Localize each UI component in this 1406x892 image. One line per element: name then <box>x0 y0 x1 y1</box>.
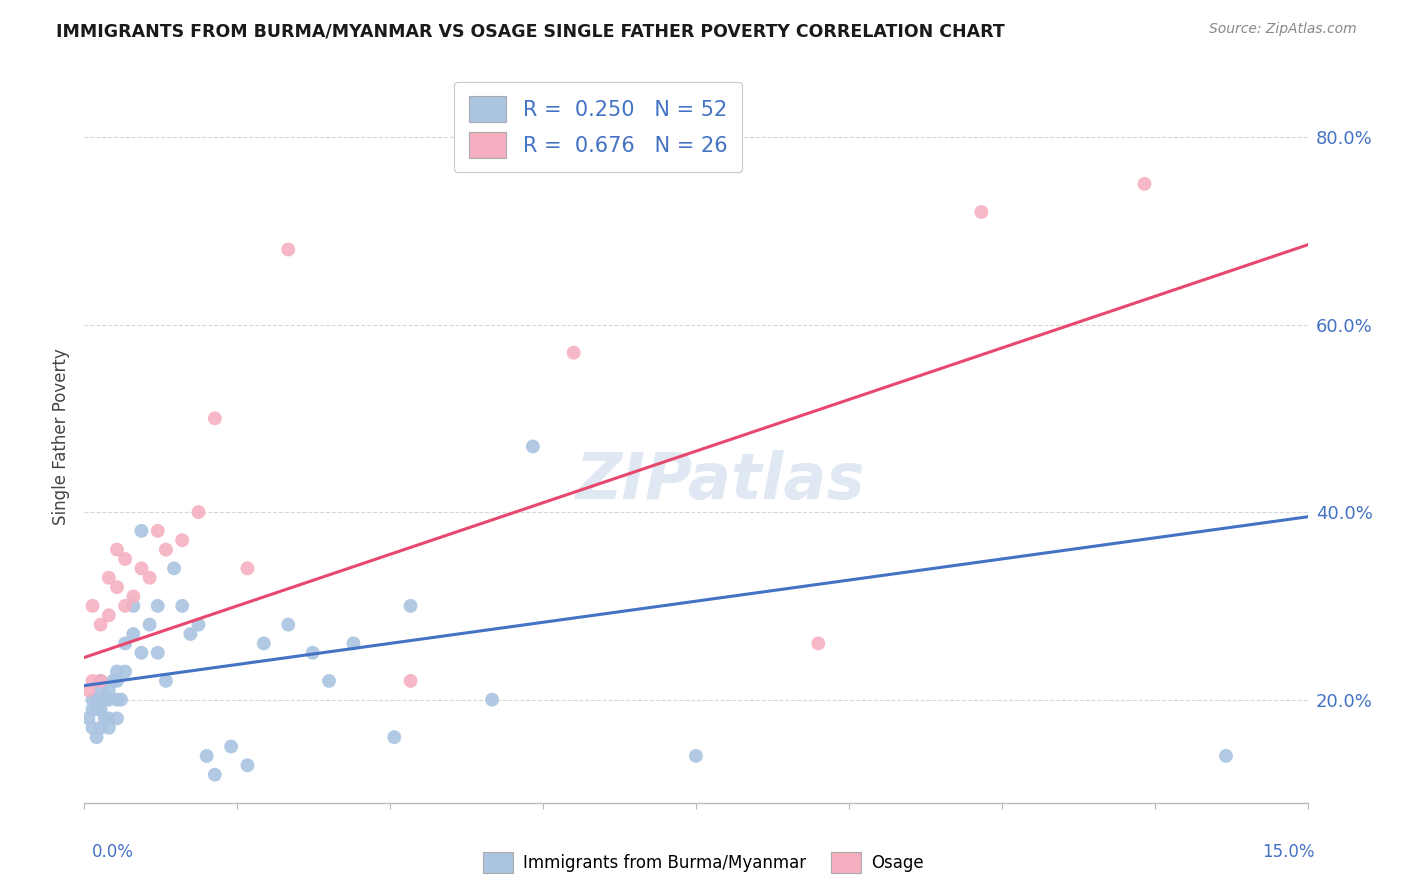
Point <box>187 617 209 632</box>
Point <box>82 599 104 613</box>
Point <box>77 711 100 725</box>
Point <box>685 748 707 763</box>
Point <box>90 721 112 735</box>
Point <box>204 411 226 425</box>
Point <box>522 440 544 454</box>
Text: Source: ZipAtlas.com: Source: ZipAtlas.com <box>1209 22 1357 37</box>
Point <box>219 739 242 754</box>
Point <box>970 205 993 219</box>
Point <box>114 636 136 650</box>
Point <box>114 552 136 566</box>
Point <box>187 505 209 519</box>
Point <box>86 730 108 744</box>
Point <box>122 590 145 604</box>
Point <box>236 758 259 772</box>
Point <box>146 646 169 660</box>
Point <box>399 599 422 613</box>
Point <box>301 646 323 660</box>
Point <box>318 673 340 688</box>
Point <box>90 673 112 688</box>
Point <box>97 608 120 623</box>
Point <box>172 533 194 548</box>
Y-axis label: Single Father Poverty: Single Father Poverty <box>52 349 70 525</box>
Point <box>90 683 112 698</box>
Point <box>155 542 177 557</box>
Point <box>105 580 128 594</box>
Text: 0.0%: 0.0% <box>91 843 134 861</box>
Point <box>90 702 112 716</box>
Point <box>179 627 201 641</box>
Point <box>131 561 153 575</box>
Point <box>90 673 112 688</box>
Point <box>155 673 177 688</box>
Point <box>97 692 120 706</box>
Point <box>90 617 112 632</box>
Point <box>105 692 128 706</box>
Point <box>97 683 120 698</box>
Point <box>1215 748 1237 763</box>
Point <box>82 702 104 716</box>
Point <box>93 692 115 706</box>
Point <box>105 673 128 688</box>
Point <box>138 617 160 632</box>
Point <box>97 711 120 725</box>
Point <box>97 721 120 735</box>
Point <box>77 683 100 698</box>
Point <box>146 524 169 538</box>
Point <box>122 627 145 641</box>
Point <box>807 636 830 650</box>
Legend: Immigrants from Burma/Myanmar, Osage: Immigrants from Burma/Myanmar, Osage <box>477 846 929 880</box>
Point <box>382 730 405 744</box>
Legend: R =  0.250   N = 52, R =  0.676   N = 26: R = 0.250 N = 52, R = 0.676 N = 26 <box>454 82 742 172</box>
Text: ZIPatlas: ZIPatlas <box>575 450 865 512</box>
Point <box>86 702 108 716</box>
Point <box>93 711 115 725</box>
Point <box>110 692 132 706</box>
Point <box>86 692 108 706</box>
Point <box>146 599 169 613</box>
Point <box>82 692 104 706</box>
Point <box>1133 177 1156 191</box>
Point <box>105 665 128 679</box>
Point <box>342 636 364 650</box>
Point <box>195 748 218 763</box>
Point <box>114 665 136 679</box>
Point <box>277 617 299 632</box>
Point <box>481 692 503 706</box>
Point <box>204 767 226 781</box>
Point <box>131 646 153 660</box>
Text: IMMIGRANTS FROM BURMA/MYANMAR VS OSAGE SINGLE FATHER POVERTY CORRELATION CHART: IMMIGRANTS FROM BURMA/MYANMAR VS OSAGE S… <box>56 22 1005 40</box>
Point <box>277 243 299 257</box>
Point <box>562 345 585 359</box>
Point <box>101 673 124 688</box>
Point <box>122 599 145 613</box>
Point <box>399 673 422 688</box>
Point <box>131 524 153 538</box>
Point <box>82 673 104 688</box>
Point <box>253 636 276 650</box>
Point <box>163 561 186 575</box>
Point <box>114 599 136 613</box>
Text: 15.0%: 15.0% <box>1263 843 1315 861</box>
Point <box>236 561 259 575</box>
Point <box>105 711 128 725</box>
Point <box>97 571 120 585</box>
Point <box>172 599 194 613</box>
Point <box>82 721 104 735</box>
Point <box>138 571 160 585</box>
Point <box>105 542 128 557</box>
